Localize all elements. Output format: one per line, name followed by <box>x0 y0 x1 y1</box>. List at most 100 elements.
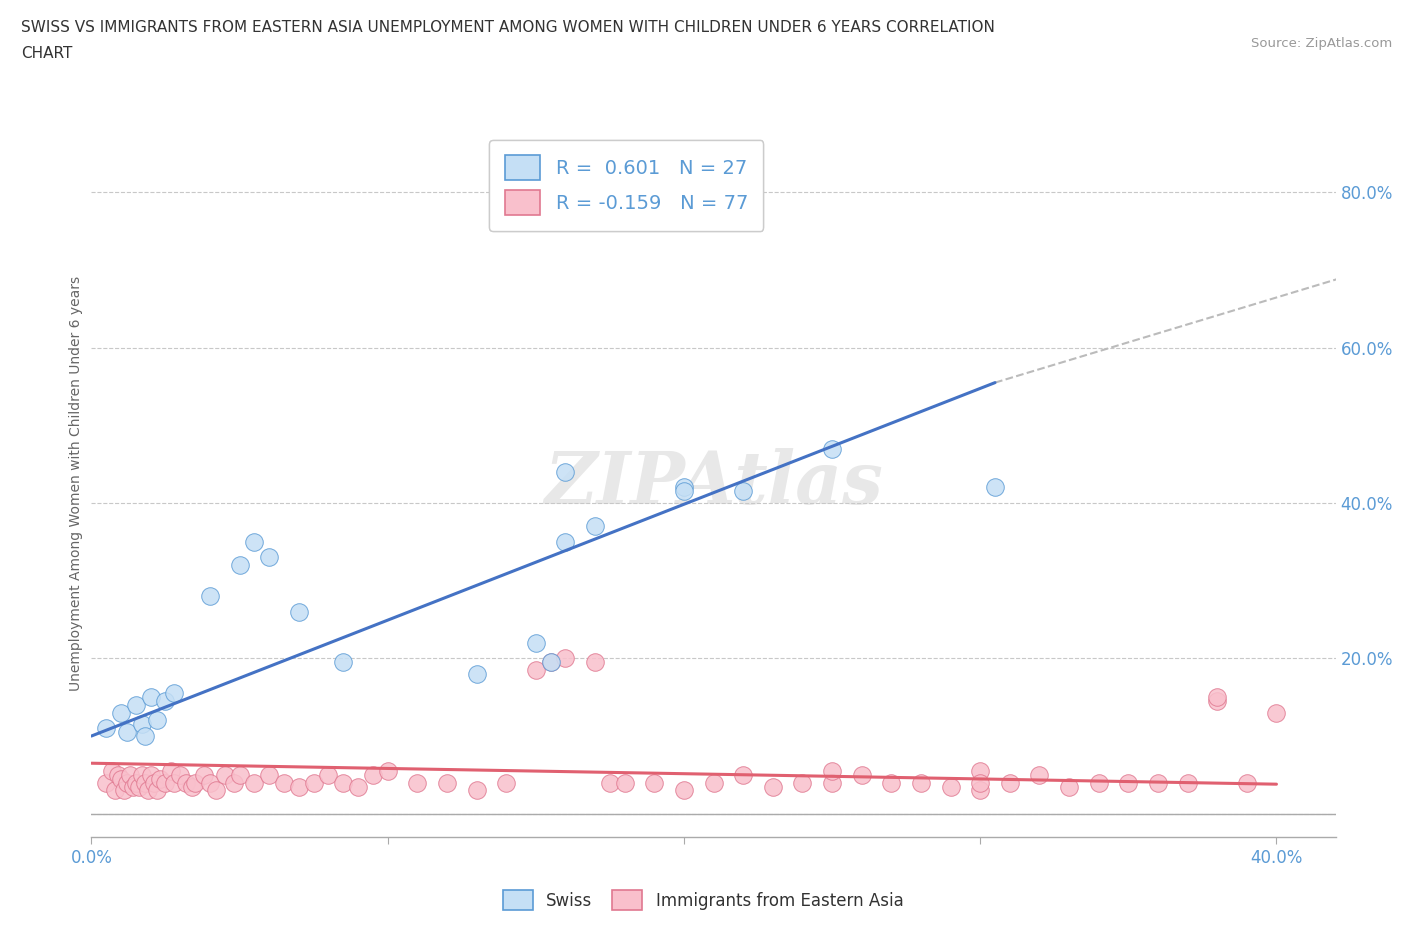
Point <box>302 776 325 790</box>
Point <box>361 767 384 782</box>
Point <box>107 767 129 782</box>
Point <box>406 776 429 790</box>
Point <box>733 484 755 498</box>
Point <box>465 667 488 682</box>
Point <box>524 635 547 650</box>
Point <box>733 767 755 782</box>
Point <box>169 767 191 782</box>
Point <box>287 779 309 794</box>
Point <box>131 767 153 782</box>
Point <box>112 783 135 798</box>
Point <box>121 779 145 794</box>
Point <box>125 698 148 712</box>
Point <box>131 717 153 732</box>
Point <box>110 771 132 786</box>
Legend: Swiss, Immigrants from Eastern Asia: Swiss, Immigrants from Eastern Asia <box>496 884 910 917</box>
Point <box>939 779 962 794</box>
Point <box>583 655 606 670</box>
Point <box>554 464 576 479</box>
Point <box>139 767 162 782</box>
Point <box>110 705 132 720</box>
Point <box>524 662 547 677</box>
Point <box>643 776 665 790</box>
Point <box>347 779 370 794</box>
Point <box>145 713 167 728</box>
Point <box>1057 779 1080 794</box>
Point <box>821 764 844 778</box>
Point <box>792 776 814 790</box>
Point <box>969 764 991 778</box>
Point <box>540 655 562 670</box>
Point <box>181 779 204 794</box>
Point <box>465 783 488 798</box>
Legend: R =  0.601   N = 27, R = -0.159   N = 77: R = 0.601 N = 27, R = -0.159 N = 77 <box>489 140 763 231</box>
Point <box>115 724 138 739</box>
Point <box>1118 776 1140 790</box>
Point <box>257 550 280 565</box>
Point <box>1177 776 1199 790</box>
Point <box>436 776 458 790</box>
Point <box>1265 705 1288 720</box>
Point <box>198 589 221 604</box>
Point <box>1087 776 1109 790</box>
Point <box>880 776 903 790</box>
Text: SWISS VS IMMIGRANTS FROM EASTERN ASIA UNEMPLOYMENT AMONG WOMEN WITH CHILDREN UND: SWISS VS IMMIGRANTS FROM EASTERN ASIA UN… <box>21 20 995 35</box>
Point <box>984 480 1007 495</box>
Point <box>205 783 228 798</box>
Point <box>128 779 150 794</box>
Point <box>1147 776 1170 790</box>
Point <box>101 764 124 778</box>
Point <box>1206 694 1229 709</box>
Point <box>998 776 1021 790</box>
Point <box>1028 767 1050 782</box>
Point <box>148 771 170 786</box>
Point <box>318 767 340 782</box>
Point <box>198 776 221 790</box>
Point <box>672 484 695 498</box>
Y-axis label: Unemployment Among Women with Children Under 6 years: Unemployment Among Women with Children U… <box>69 276 83 691</box>
Point <box>145 783 167 798</box>
Point <box>184 776 207 790</box>
Point <box>672 783 695 798</box>
Text: CHART: CHART <box>21 46 73 61</box>
Point <box>134 776 156 790</box>
Point <box>702 776 725 790</box>
Point <box>174 776 197 790</box>
Point <box>228 558 250 573</box>
Point <box>287 604 309 619</box>
Point <box>136 783 159 798</box>
Point <box>910 776 932 790</box>
Point <box>599 776 621 790</box>
Point <box>1236 776 1258 790</box>
Point <box>243 535 266 550</box>
Point <box>583 519 606 534</box>
Point <box>214 767 236 782</box>
Point <box>821 441 844 456</box>
Point <box>115 776 138 790</box>
Point <box>125 776 148 790</box>
Point <box>495 776 517 790</box>
Point <box>969 783 991 798</box>
Point <box>672 480 695 495</box>
Point <box>222 776 245 790</box>
Point <box>163 776 186 790</box>
Point <box>193 767 215 782</box>
Point <box>332 776 354 790</box>
Point <box>142 776 165 790</box>
Point <box>377 764 399 778</box>
Text: ZIPAtlas: ZIPAtlas <box>544 448 883 519</box>
Point <box>160 764 183 778</box>
Point <box>104 783 127 798</box>
Point <box>273 776 295 790</box>
Point <box>613 776 636 790</box>
Point <box>228 767 250 782</box>
Point <box>118 767 141 782</box>
Point <box>96 721 118 736</box>
Point <box>762 779 785 794</box>
Point <box>155 694 177 709</box>
Point <box>134 728 156 743</box>
Point <box>155 776 177 790</box>
Point <box>243 776 266 790</box>
Point <box>96 776 118 790</box>
Point <box>332 655 354 670</box>
